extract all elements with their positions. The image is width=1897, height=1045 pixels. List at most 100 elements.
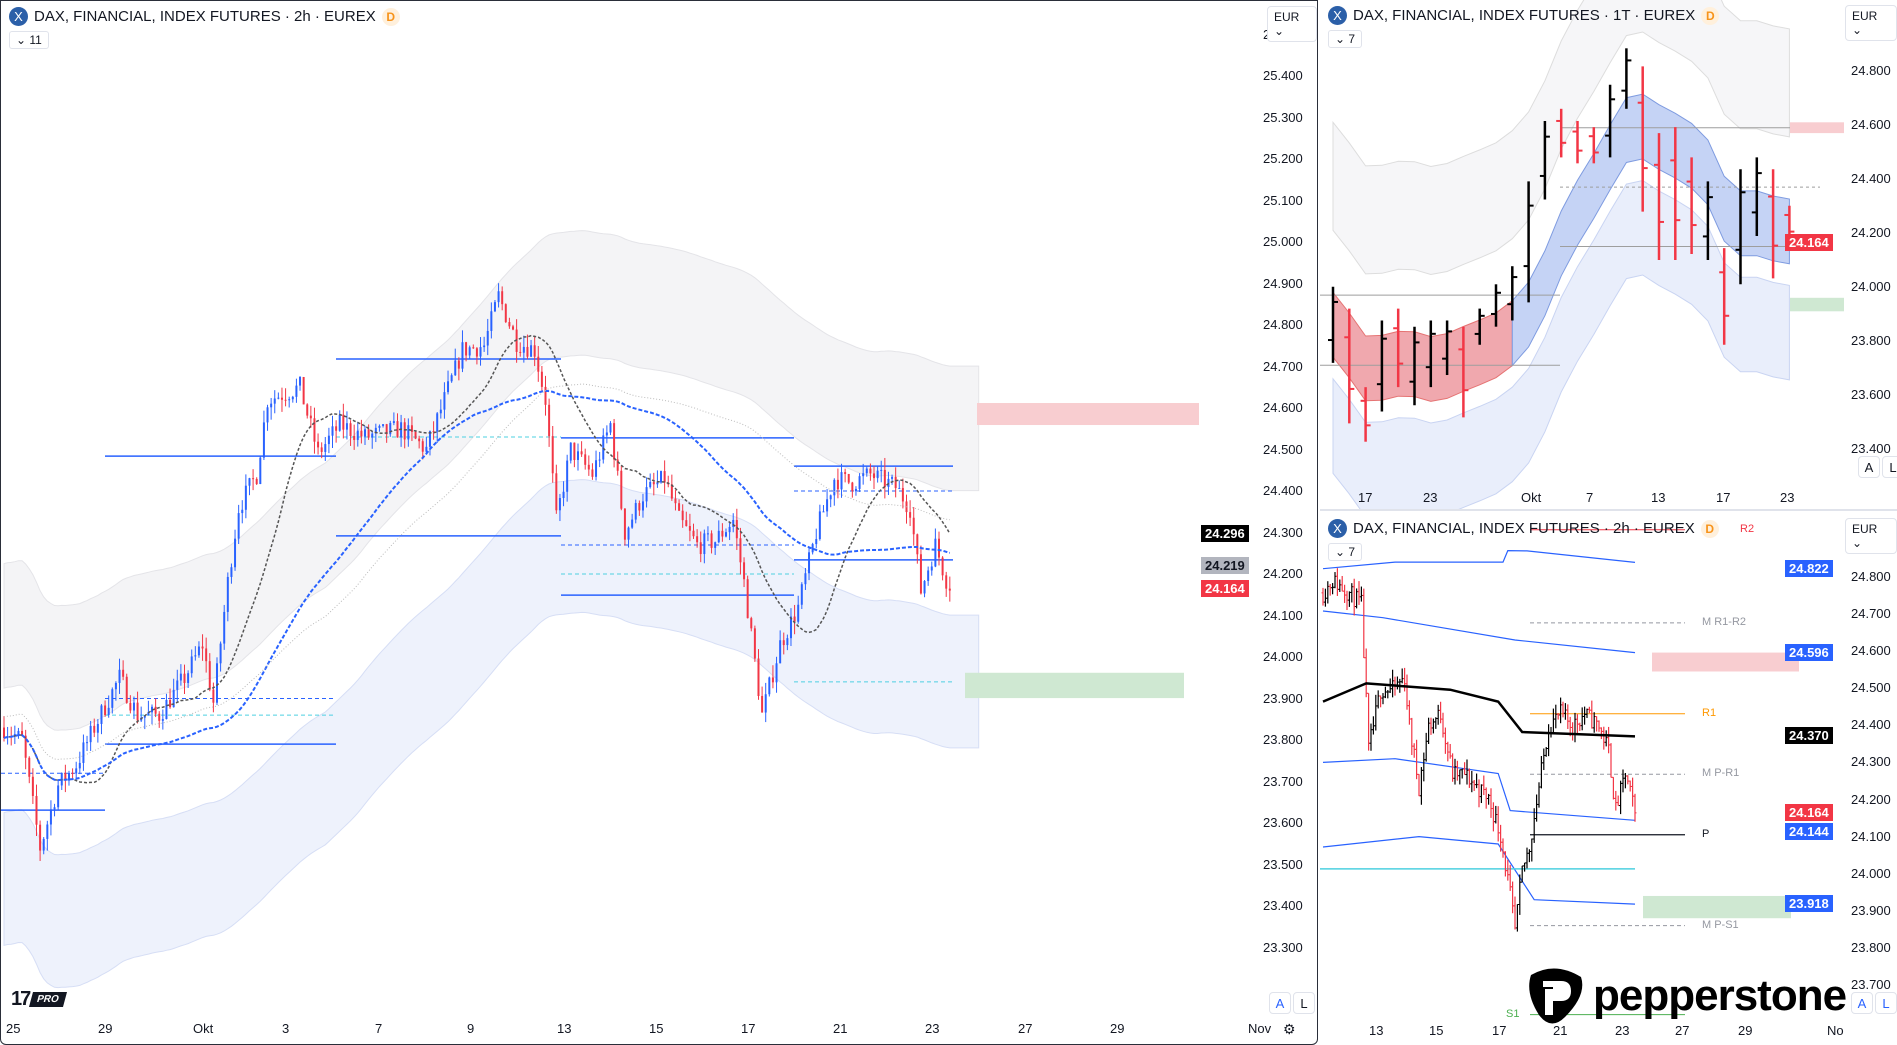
currency-button[interactable]: EUR ⌄: [1845, 5, 1897, 41]
candle-body: [89, 725, 92, 743]
candle-body: [234, 538, 237, 568]
candle-body: [537, 356, 540, 372]
candle-body: [187, 673, 190, 683]
main-chart-legend[interactable]: X DAX, FINANCIAL, INDEX FUTURES · 2h · E…: [9, 7, 400, 26]
candle-body: [685, 520, 688, 527]
candle-body: [912, 517, 915, 535]
main-chart-canvas[interactable]: [1, 1, 1318, 1045]
price-tick-label: 25.100: [1263, 192, 1303, 208]
pivot-label: P: [1702, 827, 1710, 840]
chart-title: DAX, FINANCIAL, INDEX FUTURES · 2h · EUR…: [34, 8, 376, 25]
candle-body: [183, 673, 186, 683]
candle-body: [696, 536, 699, 543]
indicators-collapse-button[interactable]: ⌄ 7: [1328, 543, 1363, 561]
candle-body: [248, 478, 251, 486]
settings-gear-icon[interactable]: ⚙: [1283, 1021, 1296, 1037]
candle-body: [392, 421, 395, 423]
intraday-chart-legend[interactable]: X DAX, FINANCIAL, INDEX FUTURES · 2h · E…: [1328, 519, 1719, 538]
intraday-chart-panel[interactable]: X DAX, FINANCIAL, INDEX FUTURES · 2h · E…: [1320, 513, 1897, 1045]
main-chart-panel[interactable]: X DAX, FINANCIAL, INDEX FUTURES · 2h · E…: [0, 0, 1318, 1045]
lower-band: [1332, 179, 1790, 509]
price-tag: 24.296: [1201, 525, 1249, 543]
price-tick-label: 24.800: [1851, 568, 1891, 584]
candle-body: [580, 451, 583, 455]
candle-body: [252, 478, 255, 480]
candle-body: [205, 648, 208, 662]
indicator-count: 7: [1348, 32, 1356, 46]
log-scale-button[interactable]: L: [1875, 992, 1897, 1014]
candle-body: [840, 472, 843, 490]
candle-body: [421, 441, 424, 452]
daily-chart-canvas[interactable]: [1320, 0, 1897, 511]
ma-line: [1322, 682, 1636, 738]
buy-zone: [1790, 297, 1844, 312]
pivot-label: M R1-R2: [1702, 615, 1747, 628]
candle-body: [735, 519, 738, 539]
candle-body: [447, 381, 450, 393]
candle-body: [818, 511, 821, 540]
time-tick-label: 21: [833, 1021, 848, 1036]
candle-body: [273, 398, 276, 404]
price-tick-label: 24.100: [1263, 607, 1303, 623]
candle-body: [215, 663, 218, 703]
candle-body: [638, 503, 641, 511]
candle-body: [13, 734, 16, 737]
log-scale-button[interactable]: L: [1882, 456, 1897, 478]
pivot-label: M P-R1: [1702, 767, 1740, 780]
daily-chart-panel[interactable]: X DAX, FINANCIAL, INDEX FUTURES · 1T · E…: [1320, 0, 1897, 511]
candle-body: [176, 680, 179, 690]
price-tick-label: 23.800: [1263, 732, 1303, 747]
indicators-collapse-button[interactable]: ⌄ 11: [9, 31, 49, 49]
candle-body: [53, 807, 56, 810]
auto-scale-button[interactable]: A: [1269, 992, 1291, 1014]
currency-button[interactable]: EUR ⌄: [1845, 518, 1897, 554]
time-tick-label: 17: [741, 1021, 756, 1036]
price-tick-label: 23.400: [1851, 441, 1891, 456]
intraday-chart-canvas[interactable]: [1320, 513, 1897, 1045]
price-tag: 24.144: [1785, 822, 1833, 840]
candle-body: [743, 562, 746, 580]
candle-body: [374, 427, 377, 434]
candle-body: [519, 351, 522, 353]
candle-body: [836, 479, 839, 490]
candle-body: [432, 431, 435, 433]
candle-body: [230, 567, 233, 577]
indicators-collapse-button[interactable]: ⌄ 7: [1328, 30, 1363, 48]
pepperstone-logo: pepperstone: [1525, 965, 1847, 1027]
candle-body: [472, 347, 475, 349]
candle-body: [591, 469, 594, 477]
candle-body: [833, 479, 836, 496]
candle-body: [295, 385, 298, 397]
candle-body: [616, 459, 619, 471]
candle-body: [291, 396, 294, 400]
candle-body: [475, 348, 478, 357]
candle-body: [241, 509, 244, 514]
time-tick-label: 7: [375, 1021, 383, 1036]
candle-body: [901, 488, 904, 502]
candle-body: [414, 431, 417, 439]
auto-scale-button[interactable]: A: [1851, 992, 1873, 1014]
candle-body: [551, 436, 554, 474]
auto-scale-button[interactable]: A: [1858, 456, 1880, 478]
candle-body: [710, 533, 713, 548]
price-tick-label: 24.000: [1851, 865, 1891, 881]
candle-body: [389, 422, 392, 435]
candle-body: [367, 429, 370, 438]
price-tick-label: 25.300: [1263, 109, 1303, 125]
price-tick-label: 24.000: [1851, 279, 1891, 294]
log-scale-button[interactable]: L: [1293, 992, 1315, 1014]
candle-body: [335, 426, 338, 431]
candle-body: [620, 470, 623, 509]
candle-body: [147, 712, 150, 716]
candle-body: [631, 519, 634, 528]
candle-body: [548, 404, 551, 437]
time-tick-label: 21: [1553, 1023, 1568, 1038]
daily-chart-legend[interactable]: X DAX, FINANCIAL, INDEX FUTURES · 1T · E…: [1328, 6, 1720, 25]
candle-body: [652, 482, 655, 485]
candle-body: [789, 616, 792, 639]
currency-button[interactable]: EUR ⌄: [1267, 6, 1317, 42]
candle-body: [75, 768, 78, 774]
price-tick-label: 24.400: [1851, 171, 1891, 186]
candle-body: [800, 584, 803, 605]
candle-body: [270, 403, 273, 408]
